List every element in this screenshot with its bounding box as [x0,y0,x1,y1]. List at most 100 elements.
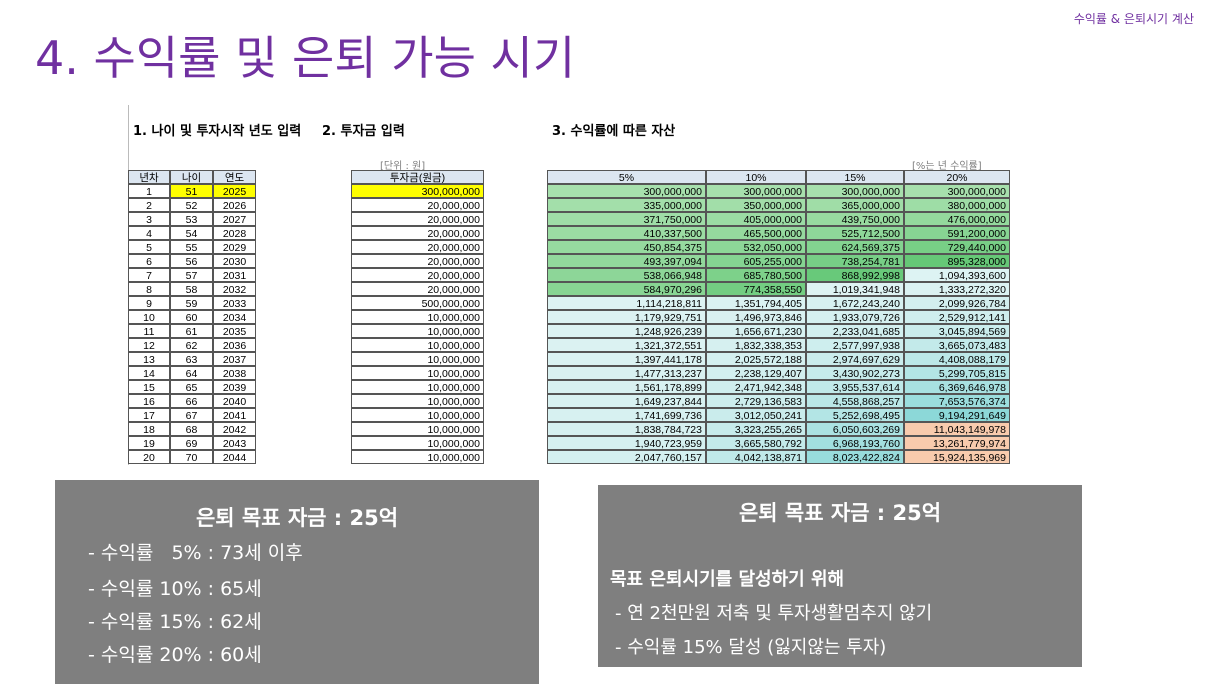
table-cell: 2028 [213,226,256,240]
table-cell: 4 [128,226,170,240]
table-cell: 10,000,000 [351,408,484,422]
table-cell: 5 [128,240,170,254]
table-cell: 2 [128,198,170,212]
table-cell: 15,924,135,969 [904,450,1010,464]
table-cell: 2027 [213,212,256,226]
table-cell: 20 [128,450,170,464]
table-cell: 729,440,000 [904,240,1010,254]
table-cell: 1,019,341,948 [806,282,904,296]
table-cell: 2,025,572,188 [706,352,806,366]
table-cell: 70 [170,450,213,464]
section-title: 1. 나이 및 투자시작 년도 입력 [133,124,302,139]
box-line: - 수익률 20% : 60세 [88,644,262,666]
table-cell: 63 [170,352,213,366]
header-cell: 년차 [128,170,170,184]
box-line: - 수익률 5% : 73세 이후 [88,542,303,564]
table-cell: 350,000,000 [706,198,806,212]
table-cell: 10,000,000 [351,380,484,394]
table-cell: 300,000,000 [351,184,484,198]
table-cell: 60 [170,310,213,324]
table-cell: 69 [170,436,213,450]
table-cell: 895,328,000 [904,254,1010,268]
table-cell: 8 [128,282,170,296]
table-cell: 8,023,422,824 [806,450,904,464]
section-title: 2. 투자금 입력 [322,124,405,139]
table-cell: 405,000,000 [706,212,806,226]
table-cell: 2043 [213,436,256,450]
box-subtitle: 목표 은퇴시기를 달성하기 위해 [610,569,845,590]
table-cell: 493,397,094 [547,254,706,268]
header-cell: 나이 [170,170,213,184]
table-cell: 300,000,000 [806,184,904,198]
table-cell: 2026 [213,198,256,212]
table-cell: 10,000,000 [351,436,484,450]
table-cell: 300,000,000 [904,184,1010,198]
table-cell: 2042 [213,422,256,436]
table-cell: 5,252,698,495 [806,408,904,422]
table-cell: 14 [128,366,170,380]
table-cell: 59 [170,296,213,310]
table-cell: 20,000,000 [351,282,484,296]
table-cell: 532,050,000 [706,240,806,254]
table-cell: 1,477,313,237 [547,366,706,380]
strategy-box: 은퇴 목표 자금 : 25억 목표 은퇴시기를 달성하기 위해 - 연 2천만원… [598,485,1082,667]
box-line: - 수익률 10% : 65세 [88,578,262,600]
table-cell: 2,233,041,685 [806,324,904,338]
table-cell: 1,351,794,405 [706,296,806,310]
header-cell: 5% [547,170,706,184]
table-cell: 9,194,291,649 [904,408,1010,422]
table-cell: 1,649,237,844 [547,394,706,408]
table-cell: 58 [170,282,213,296]
table-cell: 68 [170,422,213,436]
slide-title: 4. 수익률 및 은퇴 가능 시기 [35,31,576,85]
table-cell: 10,000,000 [351,450,484,464]
table-cell: 1,397,441,178 [547,352,706,366]
table-cell: 2,099,926,784 [904,296,1010,310]
table-cell: 2032 [213,282,256,296]
table-cell: 2,974,697,629 [806,352,904,366]
table-cell: 3,012,050,241 [706,408,806,422]
table-cell: 15 [128,380,170,394]
table-cell: 525,712,500 [806,226,904,240]
table-cell: 1 [128,184,170,198]
table-cell: 450,854,375 [547,240,706,254]
table-cell: 500,000,000 [351,296,484,310]
table-cell: 300,000,000 [706,184,806,198]
table-cell: 2,529,912,141 [904,310,1010,324]
table-cell: 3,665,073,483 [904,338,1010,352]
table-cell: 51 [170,184,213,198]
table-cell: 10,000,000 [351,366,484,380]
table-cell: 2037 [213,352,256,366]
table-cell: 2044 [213,450,256,464]
header-cell: 연도 [213,170,256,184]
box-line: - 연 2천만원 저축 및 투자생활멈추지 않기 [615,603,933,624]
table-cell: 465,500,000 [706,226,806,240]
table-cell: 10 [128,310,170,324]
table-cell: 2,047,760,157 [547,450,706,464]
table-cell: 1,672,243,240 [806,296,904,310]
table-cell: 64 [170,366,213,380]
slide-tag: 수익률 & 은퇴시기 계산 [1073,12,1194,26]
table-cell: 584,970,296 [547,282,706,296]
table-cell: 1,741,699,736 [547,408,706,422]
table-cell: 56 [170,254,213,268]
table-cell: 52 [170,198,213,212]
table-cell: 2025 [213,184,256,198]
table-cell: 774,358,550 [706,282,806,296]
table-cell: 1,333,272,320 [904,282,1010,296]
table-cell: 738,254,781 [806,254,904,268]
table-cell: 439,750,000 [806,212,904,226]
table-cell: 4,042,138,871 [706,450,806,464]
header-cell: 20% [904,170,1010,184]
table-cell: 5,299,705,815 [904,366,1010,380]
summary-box: 은퇴 목표 자금 : 25억 - 수익률 5% : 73세 이후 - 수익률 1… [55,480,539,684]
table-cell: 13 [128,352,170,366]
table-cell: 66 [170,394,213,408]
table-cell: 6,050,603,269 [806,422,904,436]
table-cell: 2036 [213,338,256,352]
table-cell: 2040 [213,394,256,408]
table-cell: 2033 [213,296,256,310]
table-cell: 20,000,000 [351,254,484,268]
table-cell: 2038 [213,366,256,380]
